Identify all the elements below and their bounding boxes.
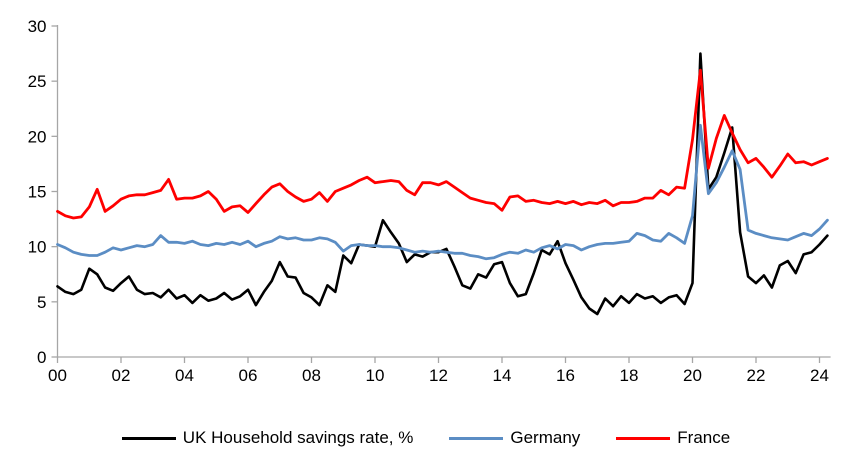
- x-axis-label: 20: [683, 366, 702, 385]
- x-axis-label: 18: [620, 366, 639, 385]
- y-axis-label: 20: [28, 127, 47, 146]
- y-axis-label: 0: [37, 348, 46, 367]
- legend-label-uk: UK Household savings rate, %: [182, 428, 414, 447]
- legend-item-france: France: [616, 428, 730, 448]
- series-line-france: [56, 68, 829, 220]
- y-axis-label: 10: [28, 238, 47, 257]
- x-axis-label: 24: [810, 366, 829, 385]
- y-axis-label: 30: [28, 17, 47, 36]
- series-line-germany: [56, 123, 829, 261]
- x-axis-label: 16: [556, 366, 575, 385]
- plot-area: 0 5 10 15 20 25 30 00 02 04 06 08 10 12 14 16 18 20 22 24: [28, 17, 831, 385]
- x-axis-label: 08: [302, 366, 321, 385]
- x-axis-label: 02: [112, 366, 131, 385]
- chart-legend: UK Household savings rate, % Germany Fra…: [0, 428, 852, 448]
- y-axis-label: 15: [28, 183, 47, 202]
- x-axis-label: 04: [175, 366, 194, 385]
- legend-item-germany: Germany: [449, 428, 580, 448]
- france-line-swatch: [616, 436, 671, 440]
- y-axis-label: 5: [37, 293, 46, 312]
- uk-line-swatch: [121, 436, 176, 440]
- x-axis-label: 06: [239, 366, 258, 385]
- legend-label-france: France: [677, 428, 731, 447]
- x-axis-label: 00: [48, 366, 67, 385]
- x-axis-label: 12: [429, 366, 448, 385]
- legend-label-germany: Germany: [510, 428, 581, 447]
- y-axis-label: 25: [28, 72, 47, 91]
- x-axis-label: 22: [747, 366, 766, 385]
- x-axis-label: 14: [493, 366, 512, 385]
- x-axis-label: 10: [366, 366, 385, 385]
- legend-item-uk: UK Household savings rate, %: [121, 428, 414, 448]
- germany-line-swatch: [449, 436, 504, 440]
